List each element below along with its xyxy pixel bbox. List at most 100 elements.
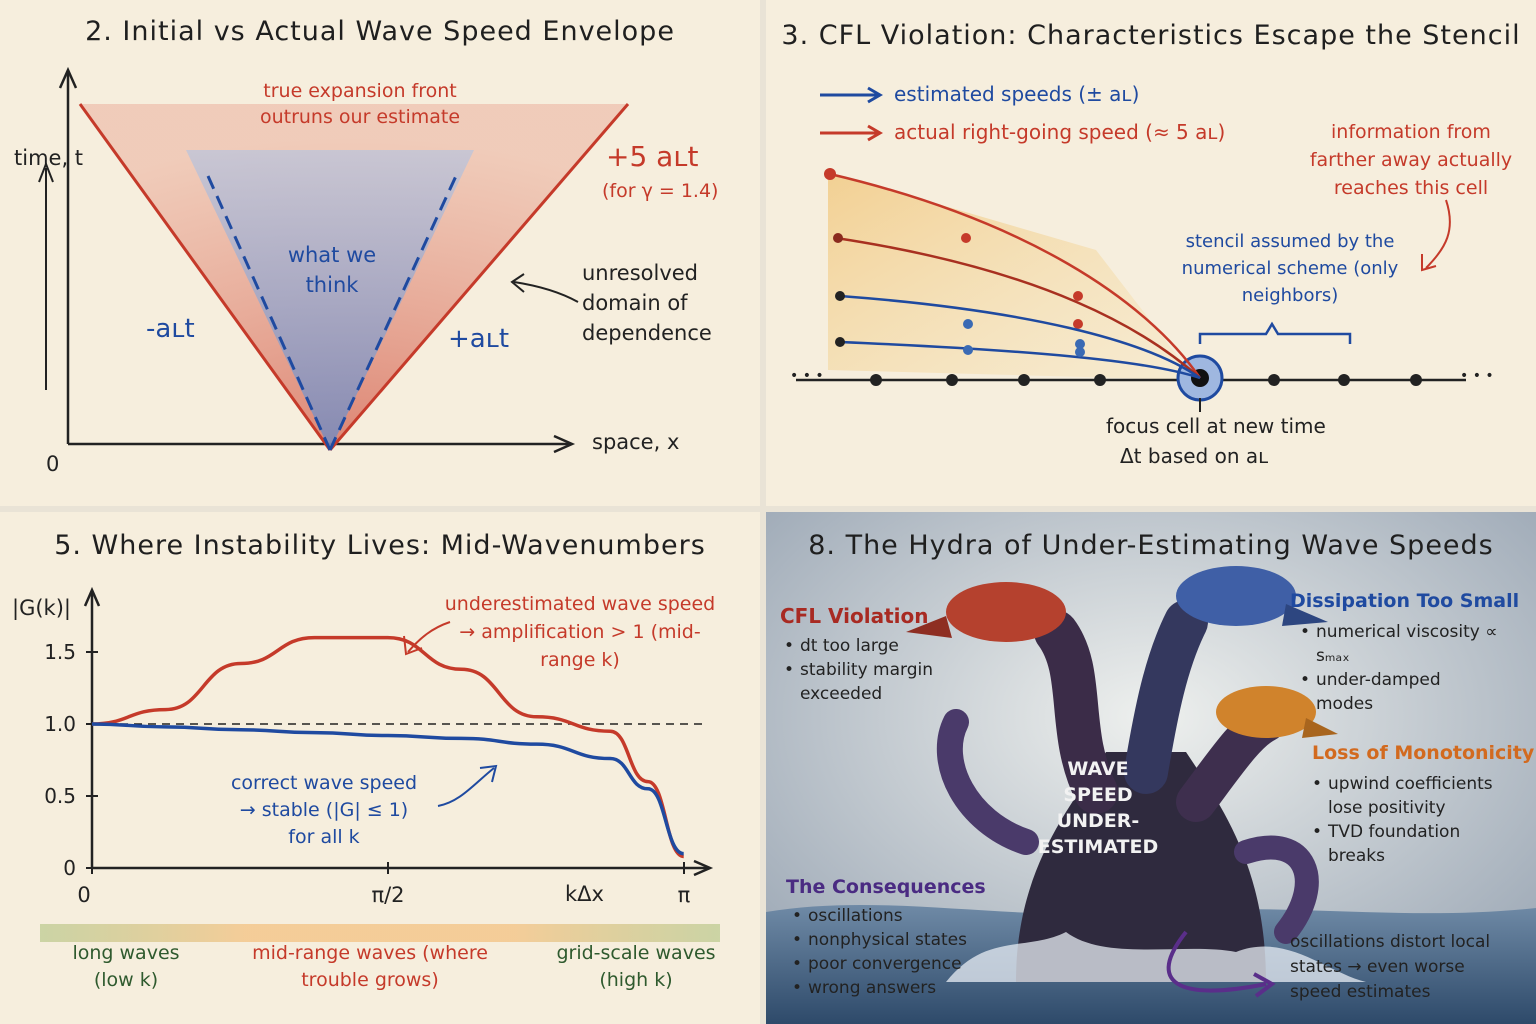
- y-axis-label: |G(k)|: [12, 596, 71, 620]
- panel-title: 5. Where Instability Lives: Mid-Wavenumb…: [54, 530, 706, 561]
- band-long-label: long waves (low k): [72, 942, 180, 991]
- grid-node: [1268, 374, 1280, 386]
- true-front-label: true expansion front outruns our estimat…: [259, 80, 461, 128]
- consequences-list: oscillations nonphysical states poor con…: [792, 904, 992, 1000]
- correct-arrowhead-icon: [479, 764, 498, 783]
- dependence-region: [828, 172, 1196, 380]
- stencil-note: stencil assumed by the numerical scheme …: [1181, 231, 1399, 306]
- grid-node: [1018, 374, 1030, 386]
- estimated-envelope: [186, 150, 474, 450]
- hydra-tentacle: [936, 709, 1039, 855]
- y-tick-label: 1.0: [44, 712, 76, 736]
- actual-characteristic: [829, 172, 1202, 379]
- neg-speed-label: -aʟt: [146, 314, 195, 344]
- focus-label: focus cell at new time: [1106, 414, 1326, 438]
- y-axis-label: time, t: [14, 146, 84, 170]
- y-axis-arrow-icon: [83, 586, 101, 607]
- x-axis-arrow-icon: [553, 434, 576, 454]
- underestimated-note: underestimated wave speed → amplificatio…: [444, 593, 716, 671]
- actual-left-edge: [78, 103, 332, 451]
- list-item: numerical viscosity ∝ sₘₐₓ: [1300, 620, 1500, 668]
- estimated-characteristic: [839, 340, 1201, 380]
- unresolved-label: unresolved domain of dependence: [582, 261, 712, 345]
- grid-node: [1410, 374, 1422, 386]
- cfl-heading: CFL Violation: [780, 604, 929, 628]
- center-label: WAVE SPEED UNDER-ESTIMATED: [1037, 758, 1159, 858]
- panel-hydra: 8. The Hydra of Under-Estimating Wave Sp…: [766, 512, 1536, 1024]
- pos-speed-label: +aʟt: [448, 324, 510, 354]
- monotonicity-heading: Loss of Monotonicity: [1312, 742, 1535, 764]
- list-item: nonphysical states: [792, 928, 992, 952]
- correct-note: correct wave speed → stable (|G| ≤ 1) fo…: [230, 772, 418, 848]
- grid-node: [946, 374, 958, 386]
- info-note: information from farther away actually r…: [1309, 121, 1513, 199]
- panel-title: 8. The Hydra of Under-Estimating Wave Sp…: [808, 530, 1494, 561]
- list-item: TVD foundation breaks: [1312, 820, 1512, 868]
- list-item: stability margin exceeded: [784, 658, 954, 706]
- hydra-head-blue-icon: [1176, 566, 1296, 626]
- hydra-neck-red: [1034, 610, 1118, 814]
- legend-actual-label: actual right-going speed (≈ 5 aʟ): [894, 120, 1226, 144]
- unresolved-arrow-icon: [513, 281, 579, 303]
- series-line: [91, 722, 685, 856]
- underestimated-arrow-icon: [407, 621, 451, 653]
- dissipation-heading: Dissipation Too Small: [1290, 590, 1520, 612]
- ellipsis-left: • • •: [790, 368, 824, 384]
- correct-arrow-icon: [437, 767, 495, 807]
- y-axis-arrow-icon: [58, 66, 78, 89]
- actual-right-edge: [328, 103, 630, 451]
- band-grid-label: grid-scale waves (high k): [556, 942, 716, 991]
- list-item: wrong answers: [792, 976, 992, 1000]
- what-we-think-label: what we think: [287, 243, 377, 297]
- cfl-list: dt too large stability margin exceeded: [784, 634, 954, 706]
- hydra-neck-blue: [1124, 600, 1208, 794]
- x-axis-arrow-icon: [693, 859, 714, 877]
- ellipsis-right: • • •: [1460, 368, 1494, 384]
- wavenumber-band: [40, 924, 720, 942]
- grid-node: [1338, 374, 1350, 386]
- list-item: dt too large: [784, 634, 954, 658]
- estimated-right-edge: [328, 175, 458, 451]
- dissipation-list: numerical viscosity ∝ sₘₐₓ under-damped …: [1300, 620, 1500, 716]
- estimated-left-edge: [206, 175, 332, 451]
- actual-speed-label: +5 aʟt: [606, 140, 699, 173]
- panel-title: 2. Initial vs Actual Wave Speed Envelope: [85, 16, 675, 47]
- y-tick-label: 1.5: [44, 640, 76, 664]
- grid-node: [870, 374, 882, 386]
- band-mid-label: mid-range waves (where trouble grows): [252, 942, 488, 991]
- origin-label: 0: [46, 452, 60, 476]
- splash: [946, 932, 1366, 982]
- hydra-head-orange-icon: [1216, 686, 1316, 738]
- actual-characteristic: [835, 236, 1201, 379]
- consequences-heading: The Consequences: [786, 876, 986, 898]
- gamma-note: (for γ = 1.4): [602, 180, 719, 202]
- x-tick-label: π/2: [371, 883, 404, 907]
- amplification-chart: 0 0.5 1.0 1.5 0 π/2 π: [40, 586, 720, 942]
- stencil-diagram: [796, 86, 1466, 412]
- feedback-note: oscillations distort local states → even…: [1290, 932, 1491, 1002]
- x-axis-label: space, x: [592, 430, 680, 454]
- dt-label: Δt based on aʟ: [1120, 444, 1269, 468]
- list-item: oscillations: [792, 904, 992, 928]
- list-item: poor convergence: [792, 952, 992, 976]
- list-item: under-damped modes: [1300, 668, 1500, 716]
- underestimated-arrowhead-icon: [403, 635, 423, 656]
- series-line: [91, 635, 685, 859]
- stencil-brace-icon: [1198, 321, 1352, 344]
- x-axis-label: kΔx: [565, 882, 604, 906]
- envelope-diagram: [38, 66, 630, 454]
- info-arrow-icon: [1425, 199, 1451, 269]
- y-tick-label: 0.5: [44, 784, 76, 808]
- monotonicity-list: upwind coefficients lose positivity TVD …: [1312, 772, 1512, 868]
- list-item: upwind coefficients lose positivity: [1312, 772, 1512, 820]
- panel-wave-speed-envelope: 2. Initial vs Actual Wave Speed Envelope: [0, 0, 760, 506]
- legend-estimated-label: estimated speeds (± aʟ): [894, 82, 1140, 106]
- x-tick-label: π: [678, 883, 691, 907]
- y-tick-label: 0: [63, 856, 76, 880]
- x-tick-label: 0: [77, 883, 90, 907]
- grid-node: [1094, 374, 1106, 386]
- panel-instability-chart: 5. Where Instability Lives: Mid-Wavenumb…: [0, 512, 760, 1024]
- panel-cfl-violation: 3. CFL Violation: Characteristics Escape…: [766, 0, 1536, 506]
- panel-title: 3. CFL Violation: Characteristics Escape…: [781, 20, 1521, 51]
- hydra-tentacle: [1234, 835, 1319, 944]
